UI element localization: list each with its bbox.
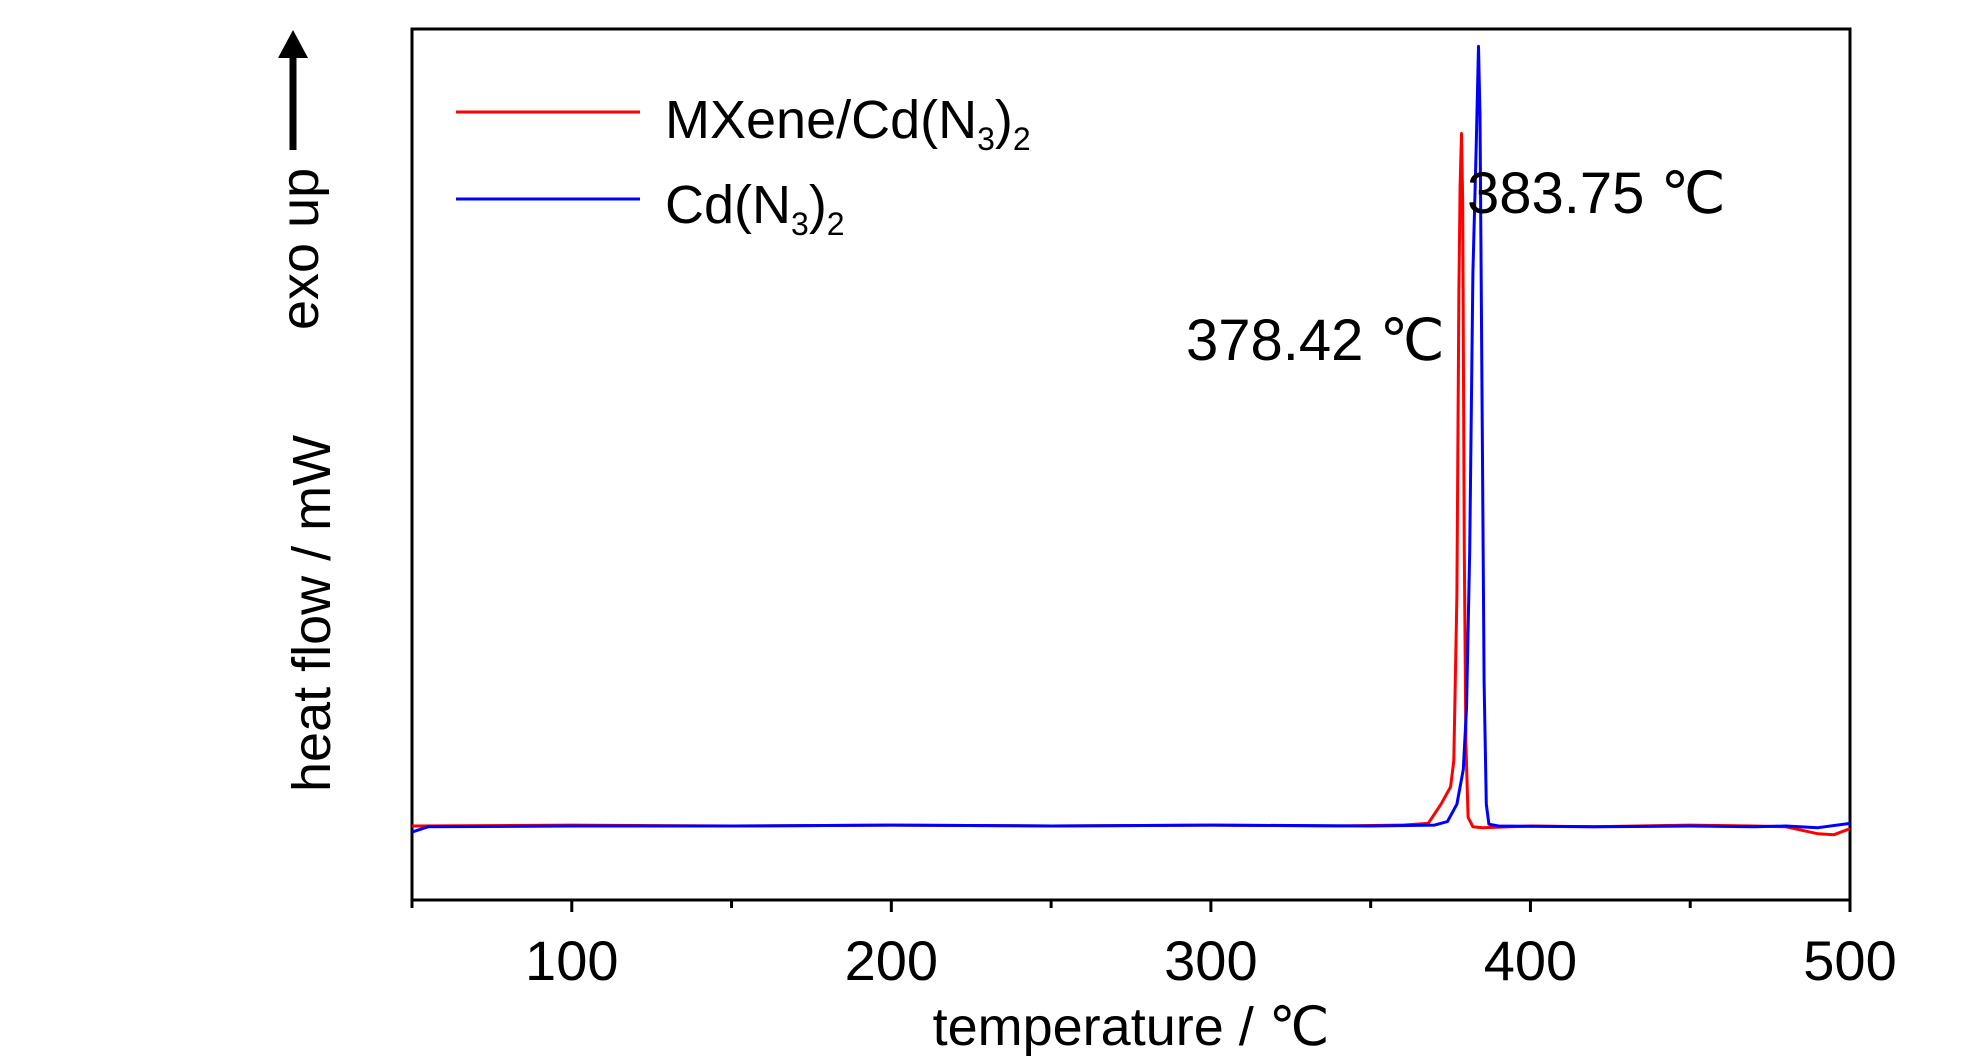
series-line-cdn3 (411, 44, 1851, 834)
x-axis-ticks (410, 900, 1852, 912)
plot-frame (410, 27, 1852, 902)
exo-up-label: exo up (270, 168, 330, 330)
x-axis-tick-labels: 100 200 300 400 500 (525, 929, 1897, 992)
x-tick-label-500: 500 (1803, 929, 1896, 992)
y-axis-label: heat flow / mW (282, 435, 342, 792)
annotation-mxene-peak: 378.42 ℃ (1186, 308, 1445, 373)
series-line-mxene-cdn3 (411, 132, 1851, 837)
x-tick-label-400: 400 (1484, 929, 1577, 992)
legend-label-mxene: MXene/Cd(N3)2 (665, 90, 1031, 157)
legend-label-cdn3: Cd(N3)2 (665, 175, 845, 242)
legend: MXene/Cd(N3)2 Cd(N3)2 (456, 90, 1031, 242)
annotation-cdn3-peak: 383.75 ℃ (1467, 161, 1726, 226)
x-tick-label-200: 200 (845, 929, 938, 992)
x-tick-label-100: 100 (525, 929, 618, 992)
x-axis-label: temperature / ℃ (933, 997, 1330, 1057)
series-lines (411, 44, 1851, 837)
exo-up-arrow (278, 30, 308, 150)
x-tick-label-300: 300 (1164, 929, 1257, 992)
